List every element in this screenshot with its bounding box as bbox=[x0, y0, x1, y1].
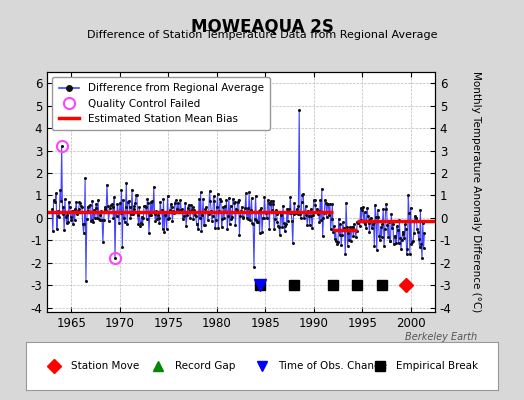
Text: Record Gap: Record Gap bbox=[175, 361, 235, 371]
Text: Station Move: Station Move bbox=[71, 361, 139, 371]
Text: Time of Obs. Change: Time of Obs. Change bbox=[279, 361, 388, 371]
Text: Berkeley Earth: Berkeley Earth bbox=[405, 332, 477, 342]
Y-axis label: Monthly Temperature Anomaly Difference (°C): Monthly Temperature Anomaly Difference (… bbox=[471, 71, 481, 313]
Text: MOWEAQUA 2S: MOWEAQUA 2S bbox=[191, 18, 333, 36]
Text: Difference of Station Temperature Data from Regional Average: Difference of Station Temperature Data f… bbox=[87, 30, 437, 40]
Legend: Difference from Regional Average, Quality Control Failed, Estimated Station Mean: Difference from Regional Average, Qualit… bbox=[52, 77, 270, 130]
Text: Empirical Break: Empirical Break bbox=[396, 361, 478, 371]
